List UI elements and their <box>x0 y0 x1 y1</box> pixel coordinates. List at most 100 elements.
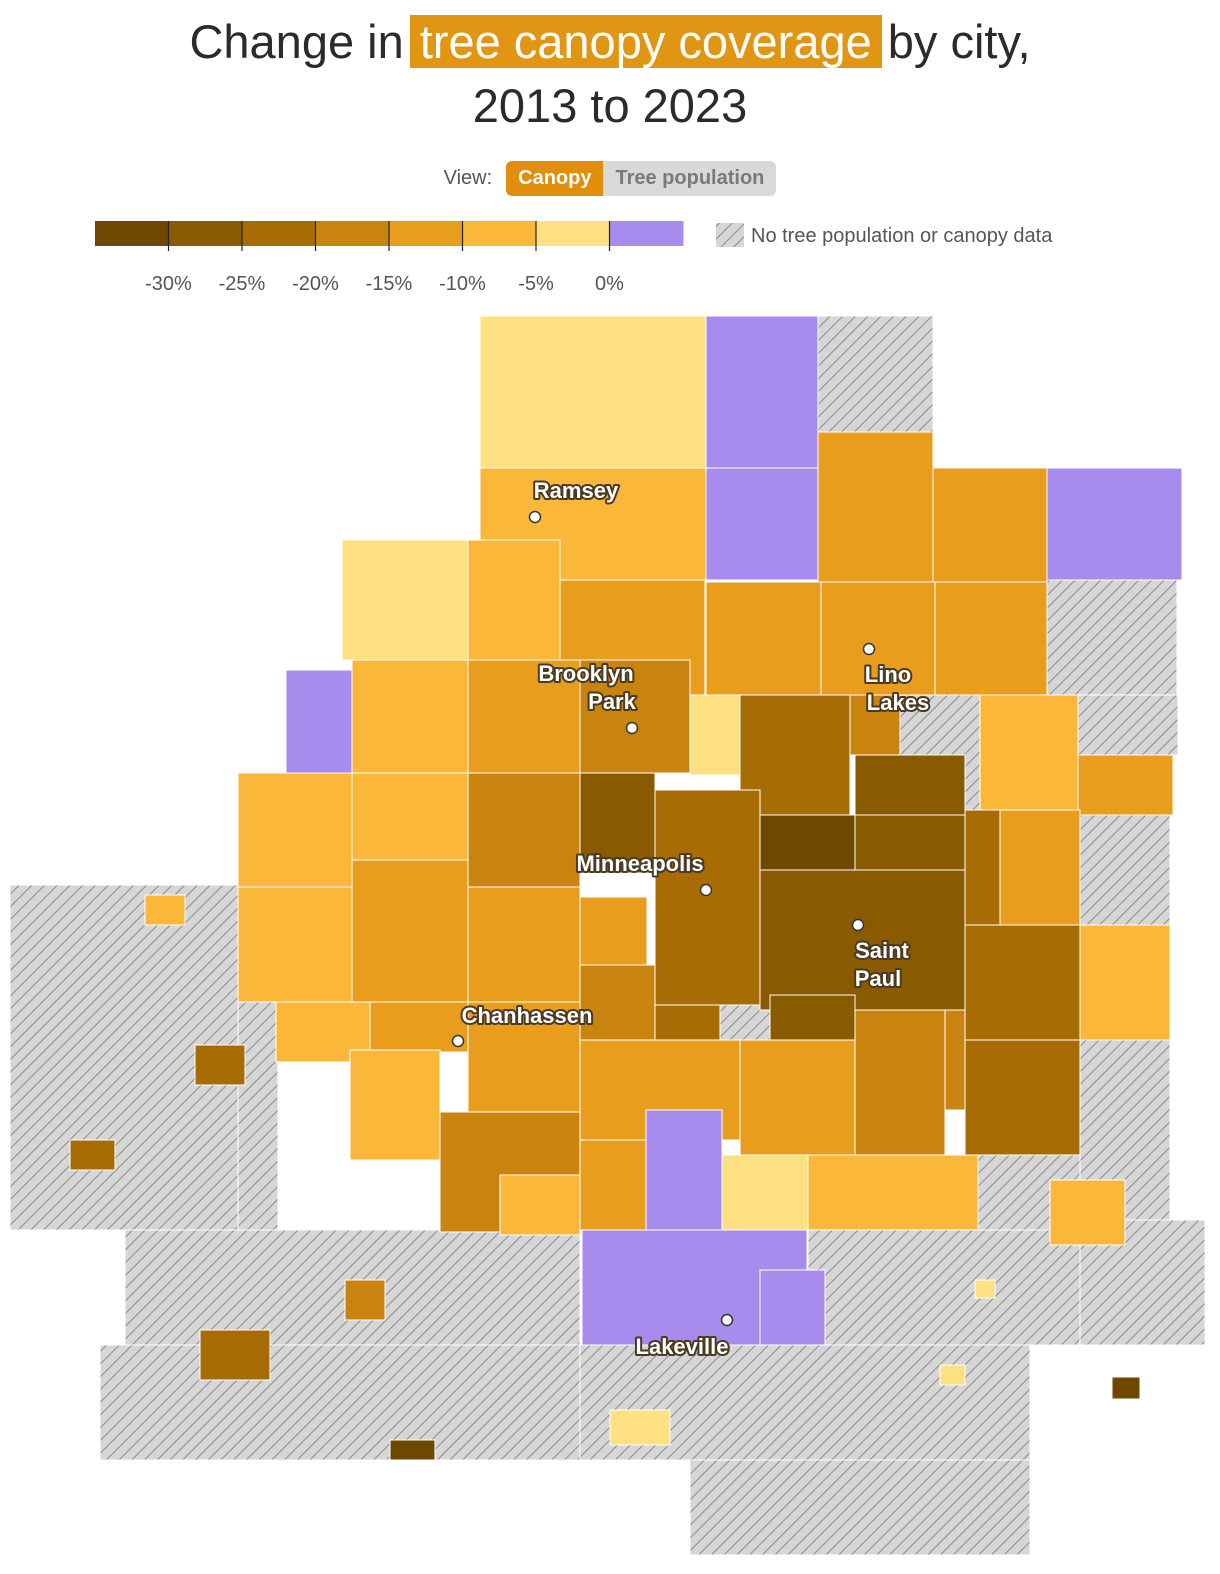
legend-tick-label: -5% <box>518 273 554 295</box>
legend-swatch <box>168 221 243 246</box>
city-area <box>1079 924 1171 1041</box>
city-label: Ramsey <box>534 478 619 503</box>
city-area <box>275 1001 371 1063</box>
city-area <box>467 659 581 774</box>
city-area <box>705 581 822 696</box>
city-area <box>820 581 936 696</box>
city-area <box>705 315 819 469</box>
city-area <box>654 789 761 1006</box>
no-data-area <box>817 315 934 433</box>
no-data-area <box>719 994 771 1041</box>
legend-swatch <box>462 221 537 246</box>
city-area <box>351 659 469 774</box>
city-area <box>769 994 856 1041</box>
city-area <box>237 772 353 888</box>
city-area <box>609 1409 671 1446</box>
no-data-area <box>977 1154 1081 1231</box>
city-area <box>654 1004 721 1041</box>
city-area <box>581 1229 808 1346</box>
city-area <box>237 886 353 1003</box>
city-dot <box>851 918 865 932</box>
city-area <box>559 579 706 696</box>
city-area <box>1077 754 1174 816</box>
title: Change in tree canopy coverage by city, 20… <box>0 10 1220 138</box>
legend-tick-label: -15% <box>366 273 413 295</box>
city-label: Park <box>588 689 636 714</box>
city-area <box>351 859 469 1003</box>
city-area <box>467 886 581 1003</box>
city-area <box>341 539 469 661</box>
city-area <box>689 694 741 776</box>
city-label: Chanhassen <box>462 1003 593 1028</box>
no-data-area <box>1077 694 1179 756</box>
no-data-area <box>579 1344 1031 1461</box>
city-area <box>849 694 901 756</box>
city-area <box>199 1329 271 1381</box>
city-area <box>69 1139 116 1171</box>
title-highlight: tree canopy coverage <box>409 15 882 68</box>
city-area <box>854 1009 946 1156</box>
city-dot <box>862 642 876 656</box>
no-data-area <box>9 884 239 1231</box>
city-area <box>467 539 561 661</box>
legend-swatch <box>242 221 316 246</box>
city-label: Brooklyn <box>538 661 633 686</box>
city-area <box>932 467 1048 583</box>
city-label: Lakes <box>867 690 929 715</box>
no-data-area <box>237 999 279 1231</box>
legend-swatch <box>609 221 684 246</box>
city-area <box>579 964 656 1041</box>
view-toggle: View: Canopy Tree population <box>0 161 1220 196</box>
city-area <box>194 1044 246 1086</box>
no-data-area <box>1079 814 1171 926</box>
no-data-label: No tree population or canopy data <box>751 225 1053 247</box>
city-area <box>579 896 648 968</box>
city-area <box>964 1039 1081 1156</box>
city-area <box>351 772 469 888</box>
city-area <box>759 814 856 876</box>
city-labels: Ramsey Brooklyn Park Lino Lakes Minneapolis Sa… <box>451 476 931 1361</box>
city-area <box>467 772 581 888</box>
city-area <box>645 1109 723 1231</box>
toggle-button[interactable]: Tree population <box>603 161 777 196</box>
city-area <box>705 467 819 581</box>
city-area <box>739 694 851 816</box>
city-area <box>349 1049 441 1161</box>
toggle-button[interactable]: Canopy <box>506 161 604 196</box>
city-area <box>974 1279 996 1299</box>
title-text: by city, <box>887 15 1031 68</box>
legend-tick-label: -25% <box>219 273 266 295</box>
city-area <box>999 809 1081 926</box>
city-dot <box>451 1034 465 1048</box>
city-area <box>344 1279 386 1321</box>
city-dot <box>699 883 713 897</box>
city-area <box>479 467 707 581</box>
title-text: Change in <box>189 15 404 68</box>
no-data-area <box>899 694 981 816</box>
city-label: Saint <box>855 938 909 963</box>
city-label: Minneapolis <box>576 851 703 876</box>
city-area <box>1046 467 1183 581</box>
city-area <box>285 669 353 774</box>
city-dot <box>720 1313 734 1327</box>
legend-swatch <box>95 221 169 246</box>
city-label: Lakeville <box>636 1334 729 1359</box>
legend-tick-label: -10% <box>439 273 486 295</box>
city-area <box>934 581 1048 696</box>
no-data-area <box>1079 1219 1206 1346</box>
city-area <box>817 431 934 583</box>
city-area <box>579 772 656 874</box>
city-area <box>944 1009 966 1111</box>
city-dot <box>625 721 639 735</box>
city-area <box>467 1001 581 1113</box>
no-data-area <box>807 1229 1149 1346</box>
no-data-area <box>1046 579 1178 696</box>
city-dot <box>528 510 542 524</box>
city-label: Paul <box>855 966 901 991</box>
legend-swatch <box>315 221 390 246</box>
no-data-area <box>124 1229 581 1461</box>
city-area <box>369 1001 469 1053</box>
city-area <box>579 1039 741 1141</box>
